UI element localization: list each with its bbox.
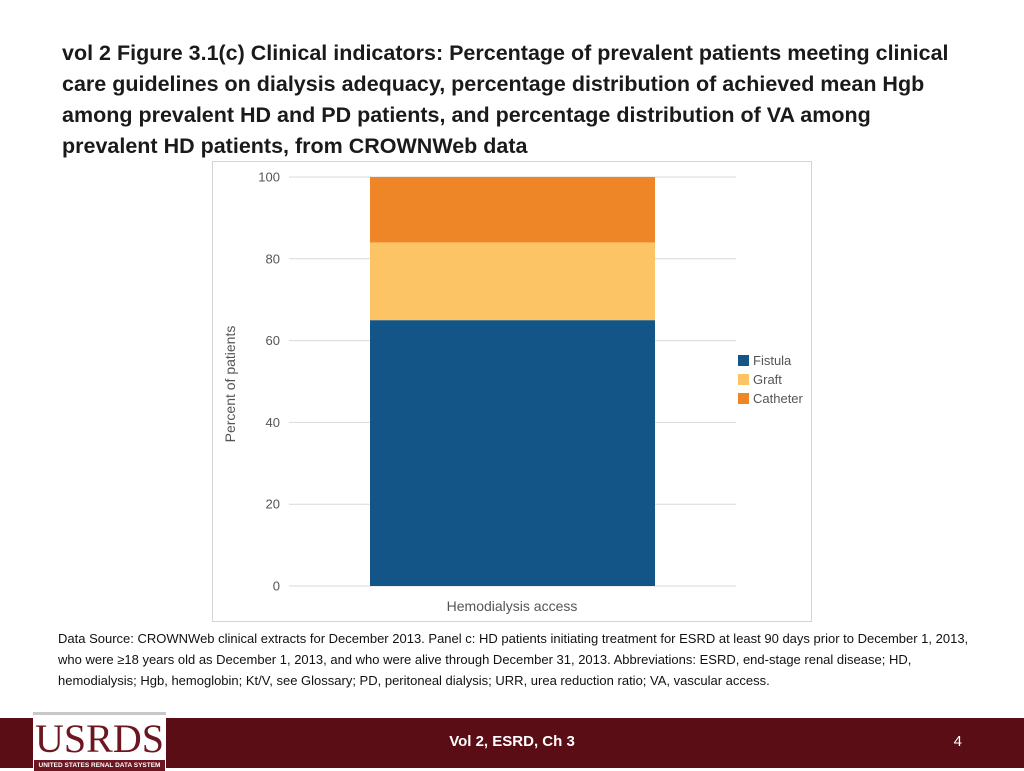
legend-label-catheter: Catheter <box>753 391 804 406</box>
footer-bar: Vol 2, ESRD, Ch 3 4 <box>0 718 1024 768</box>
y-tick-label: 40 <box>266 415 280 430</box>
legend-swatch-fistula <box>738 355 749 366</box>
footer-center-text: Vol 2, ESRD, Ch 3 <box>449 733 575 750</box>
y-tick-label: 20 <box>266 497 280 512</box>
legend-label-graft: Graft <box>753 372 782 387</box>
legend-swatch-graft <box>738 374 749 385</box>
page-number: 4 <box>953 733 962 750</box>
y-tick-label: 100 <box>258 170 280 185</box>
logo-subtitle: UNITED STATES RENAL DATA SYSTEM <box>34 760 165 771</box>
y-tick-label: 80 <box>266 251 280 266</box>
legend-swatch-catheter <box>738 393 749 404</box>
stacked-bar-chart: 0 20 40 60 80 100 Percent of patients Hemodia… <box>222 170 804 615</box>
chart-panel: 0 20 40 60 80 100 Percent of patients Hemodia… <box>212 161 812 622</box>
slide-title: vol 2 Figure 3.1(c) Clinical indicators:… <box>62 41 949 158</box>
legend-label-fistula: Fistula <box>753 353 792 368</box>
y-tick-label: 60 <box>266 333 280 348</box>
data-source-footnote: Data Source: CROWNWeb clinical extracts … <box>58 631 969 688</box>
bar-segment-graft <box>370 242 655 321</box>
usrds-logo: USRDS UNITED STATES RENAL DATA SYSTEM <box>33 712 166 771</box>
x-axis-title: Hemodialysis access <box>447 598 578 614</box>
y-tick-label: 0 <box>273 579 280 594</box>
bar-segment-fistula <box>370 320 655 586</box>
bar-segment-catheter <box>370 177 655 243</box>
logo-wordmark: USRDS <box>35 716 164 761</box>
y-axis-title: Percent of patients <box>222 326 238 443</box>
